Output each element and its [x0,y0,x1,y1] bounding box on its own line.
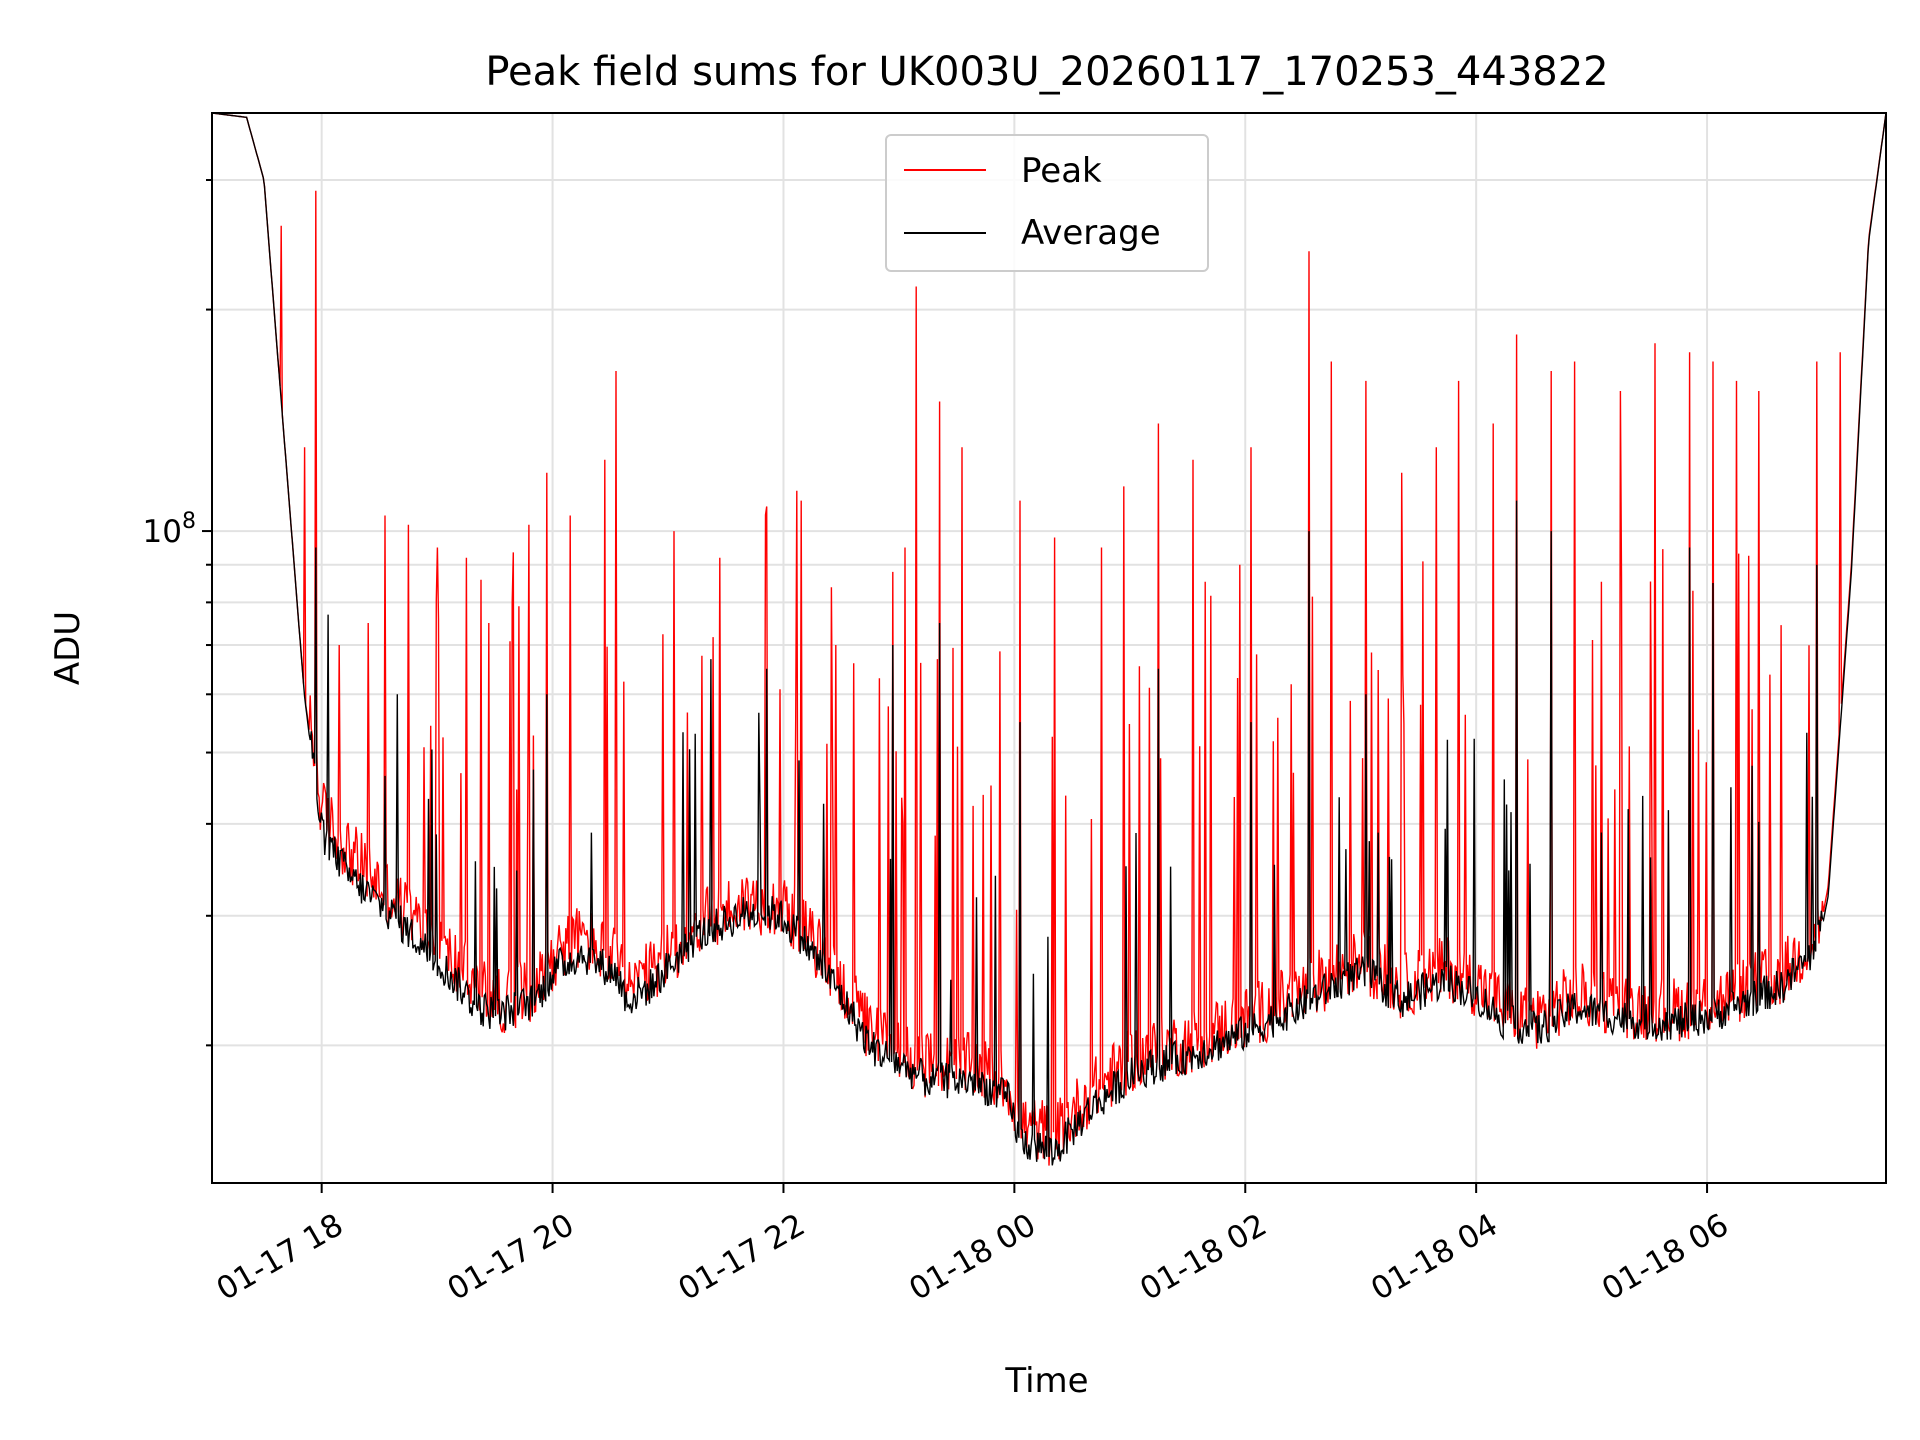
x-tick-label: 01-18 04 [1365,1207,1504,1308]
plot-frame [211,112,1887,1184]
plot-area [211,112,1887,1184]
x-axis-label: Time [1004,1361,1088,1401]
x-tick-label: 01-18 00 [903,1207,1042,1308]
x-tick-label: 01-17 20 [441,1207,580,1308]
legend: Peak Average [885,134,1209,272]
legend-label-average: Average [1021,213,1161,253]
x-tick-label: 01-18 02 [1134,1207,1273,1308]
y-tick-label: 108 [143,509,196,550]
series-line-average [212,113,1886,1166]
series-layer [212,113,1886,1166]
x-tick-label: 01-17 18 [211,1207,350,1308]
x-tick-label: 01-17 22 [672,1207,811,1308]
y-axis-label: ADU [48,611,88,685]
x-tick-label: 01-18 06 [1596,1207,1735,1308]
chart-title: Peak field sums for UK003U_20260117_1702… [485,49,1608,95]
legend-label-peak: Peak [1021,151,1102,191]
